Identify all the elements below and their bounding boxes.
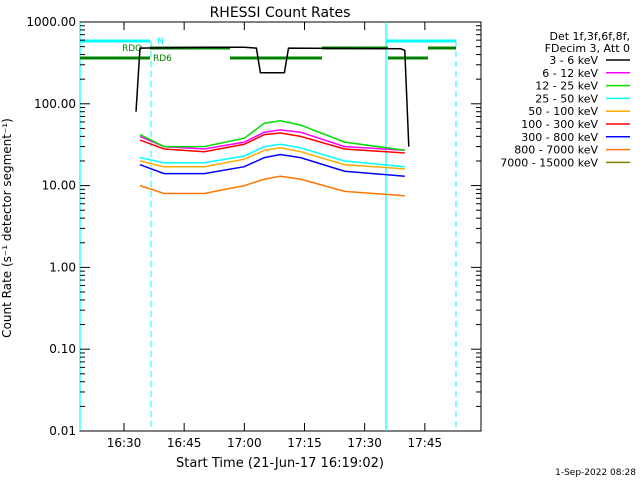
legend-label-6: 300 - 800 keV: [521, 131, 598, 144]
legend-label-5: 100 - 300 keV: [521, 118, 598, 131]
x-tick-label-3: 17:15: [287, 436, 322, 450]
x-tick-label-0: 16:30: [107, 436, 142, 450]
y-axis-label: Count Rate (s⁻¹ detector segment⁻¹): [0, 118, 14, 338]
legend-label-2: 12 - 25 keV: [535, 80, 598, 93]
x-tick-label-5: 17:45: [408, 436, 443, 450]
y-tick-label-3: 1.00: [49, 260, 76, 274]
annotation-rd6: RD6: [153, 54, 172, 64]
legend-label-3: 25 - 50 keV: [535, 92, 598, 105]
legend-header-line-2: FDecim 3, Att 0: [545, 42, 630, 55]
series-line-4: [139, 147, 405, 170]
legend-label-4: 50 - 100 keV: [528, 105, 598, 118]
series-line-7: [139, 175, 405, 197]
legend-label-0: 3 - 6 keV: [549, 54, 598, 67]
x-tick-label-4: 17:30: [347, 436, 382, 450]
plot-frame: [79, 21, 482, 432]
x-tick-label-2: 17:00: [227, 436, 262, 450]
series-line-5: [139, 132, 405, 154]
y-tick-label-5: 0.01: [49, 424, 76, 438]
legend-label-7: 800 - 7000 keV: [514, 144, 598, 157]
annotation-n: N: [157, 37, 164, 47]
axes-layer: 16:30 16:45 17:00 17:15 17:30 17:45 1000.00 100…: [26, 15, 481, 450]
y-tick-label-2: 10.00: [42, 179, 76, 193]
series-line-6: [139, 153, 405, 178]
y-tick-label-4: 0.10: [49, 342, 76, 356]
y-tick-label-1: 100.00: [34, 97, 76, 111]
series-line-0: [135, 46, 410, 147]
series-line-3: [139, 143, 405, 168]
series-layer: [135, 46, 410, 197]
footer-date: 1-Sep-2022 08:28: [555, 468, 636, 478]
overlay-bars: N RDO RD6: [79, 22, 457, 431]
y-tick-label-0: 1000.00: [26, 15, 76, 29]
legend-header-line-1: Det 1f,3f,6f,8f,: [549, 30, 630, 43]
legend-label-1: 6 - 12 keV: [542, 67, 598, 80]
series-line-2: [139, 120, 405, 152]
series-line-1: [139, 129, 405, 152]
annotation-rdo: RDO: [122, 44, 142, 54]
x-tick-label-1: 16:45: [167, 436, 202, 450]
x-axis-label: Start Time (21-Jun-17 16:19:02): [176, 456, 384, 471]
chart-title: RHESSI Count Rates: [210, 5, 351, 21]
legend-label-8: 7000 - 15000 keV: [500, 156, 598, 169]
